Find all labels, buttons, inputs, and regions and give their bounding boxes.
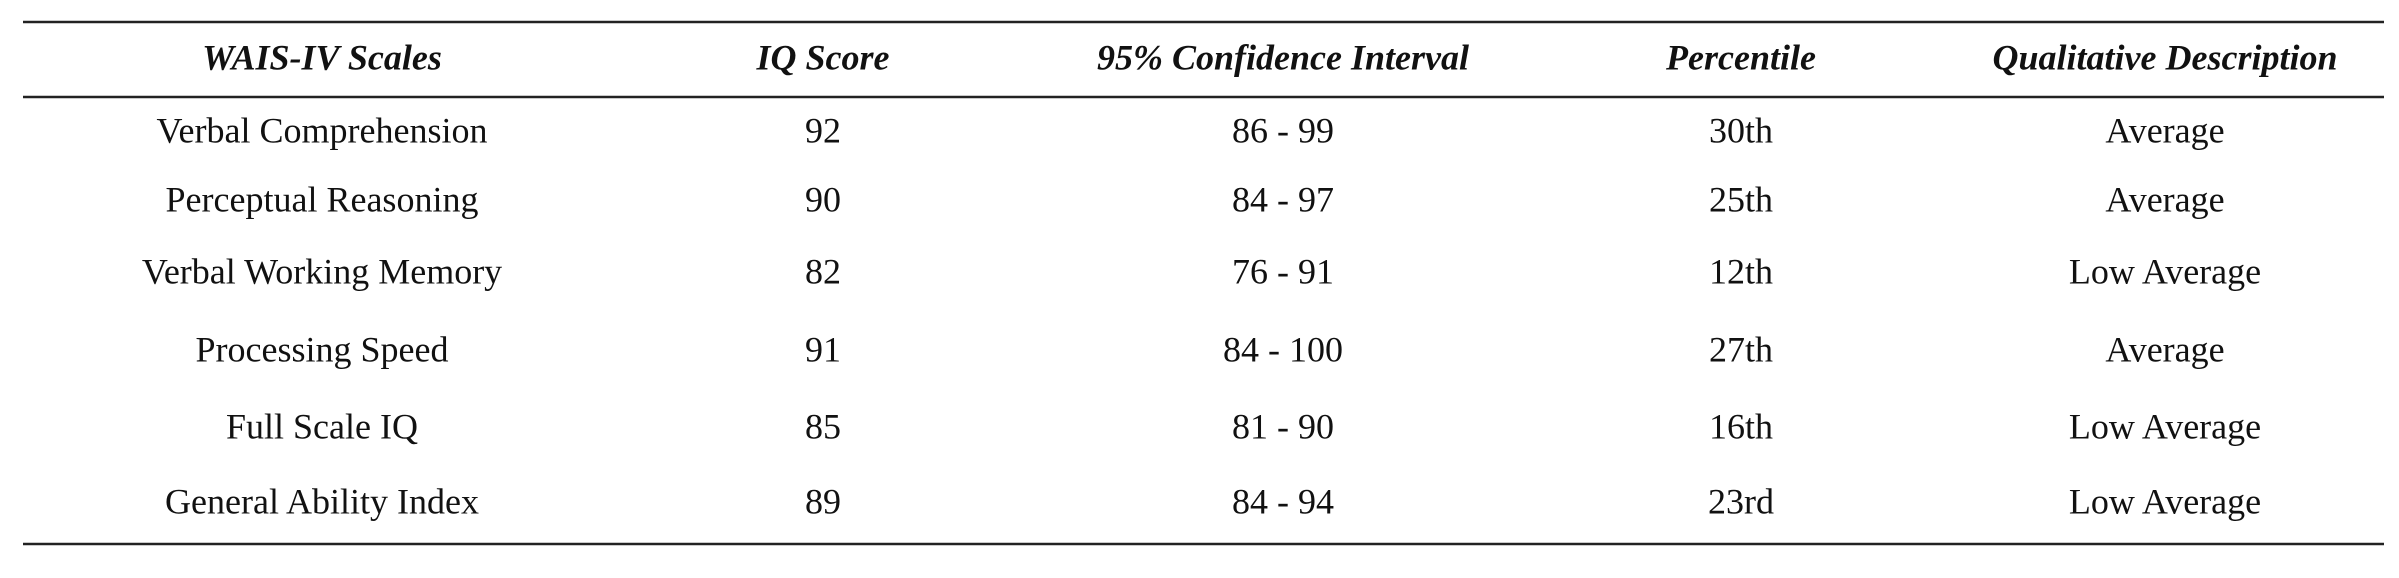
table-cell: General Ability Index bbox=[165, 481, 479, 521]
table-cell: 82 bbox=[805, 251, 841, 291]
table-cell: 27th bbox=[1709, 329, 1773, 369]
table-cell: 85 bbox=[805, 406, 841, 446]
table-cell: Low Average bbox=[2069, 481, 2261, 521]
table-cell: Perceptual Reasoning bbox=[166, 179, 479, 219]
table-cell: 84 - 97 bbox=[1232, 179, 1334, 219]
table-cell: 12th bbox=[1709, 251, 1773, 291]
table-cell: Average bbox=[2105, 329, 2224, 369]
table-cell: Average bbox=[2105, 110, 2224, 150]
table-cell: 16th bbox=[1709, 406, 1773, 446]
table-cell: 23rd bbox=[1708, 481, 1774, 521]
table-cell: 84 - 100 bbox=[1223, 329, 1343, 369]
column-header: WAIS-IV Scales bbox=[202, 37, 442, 77]
table-cell: Low Average bbox=[2069, 406, 2261, 446]
table-cell: 81 - 90 bbox=[1232, 406, 1334, 446]
table-cell: 30th bbox=[1709, 110, 1773, 150]
table-cell: 76 - 91 bbox=[1232, 251, 1334, 291]
table-cell: 25th bbox=[1709, 179, 1773, 219]
column-header: 95% Confidence Interval bbox=[1097, 37, 1469, 77]
column-header: Qualitative Description bbox=[1993, 37, 2338, 77]
table-cell: 89 bbox=[805, 481, 841, 521]
table-cell: 84 - 94 bbox=[1232, 481, 1334, 521]
table-cell: 92 bbox=[805, 110, 841, 150]
table-cell: Full Scale IQ bbox=[226, 406, 418, 446]
column-header: Percentile bbox=[1665, 37, 1816, 77]
table-cell: 90 bbox=[805, 179, 841, 219]
table-cell: 91 bbox=[805, 329, 841, 369]
table-cell: 86 - 99 bbox=[1232, 110, 1334, 150]
column-header: IQ Score bbox=[756, 37, 890, 77]
table-cell: Verbal Comprehension bbox=[157, 110, 488, 150]
table-cell: Average bbox=[2105, 179, 2224, 219]
table-cell: Verbal Working Memory bbox=[142, 251, 502, 291]
table-cell: Processing Speed bbox=[196, 329, 449, 369]
table-cell: Low Average bbox=[2069, 251, 2261, 291]
